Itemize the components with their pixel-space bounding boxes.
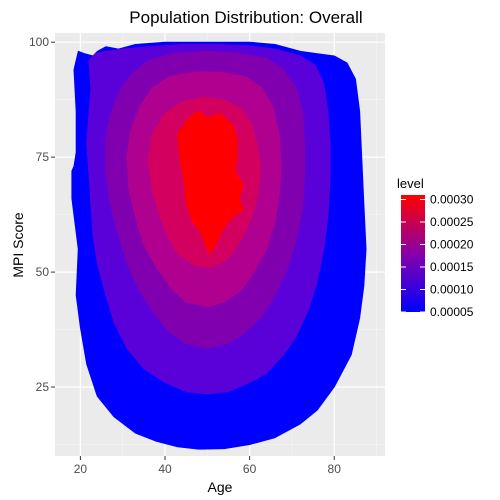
- x-axis-title: Age: [208, 479, 233, 495]
- y-axis-title: MPI Score: [10, 212, 26, 278]
- y-tick-label: 75: [36, 150, 50, 164]
- x-tick-label: 80: [328, 462, 342, 476]
- y-axis-ticks: 25 50 75 100: [29, 35, 55, 394]
- x-tick-label: 20: [74, 462, 88, 476]
- y-tick-label: 100: [29, 35, 49, 49]
- x-tick-label: 40: [158, 462, 172, 476]
- legend-tick-label: 0.00020: [430, 238, 474, 252]
- density-regions: [71, 41, 367, 450]
- density-region-level-6: [177, 110, 244, 255]
- legend-tick-label: 0.00030: [430, 193, 474, 207]
- legend-tick-label: 0.00010: [430, 283, 474, 297]
- legend: level 0.00030 0.00025 0.00020 0.00015 0.0001…: [397, 176, 474, 319]
- legend-ticks: 0.00030 0.00025 0.00020 0.00015 0.00010 0.000…: [401, 193, 474, 319]
- chart-title: Population Distribution: Overall: [129, 8, 362, 27]
- legend-colorbar: [401, 195, 425, 312]
- legend-title: level: [397, 176, 424, 191]
- x-tick-label: 60: [243, 462, 257, 476]
- y-tick-label: 25: [36, 380, 50, 394]
- legend-tick-label: 0.00025: [430, 215, 474, 229]
- legend-tick-label: 0.00005: [430, 305, 474, 319]
- y-tick-label: 50: [36, 265, 50, 279]
- legend-tick-label: 0.00015: [430, 260, 474, 274]
- x-axis-ticks: 20 40 60 80: [74, 456, 342, 476]
